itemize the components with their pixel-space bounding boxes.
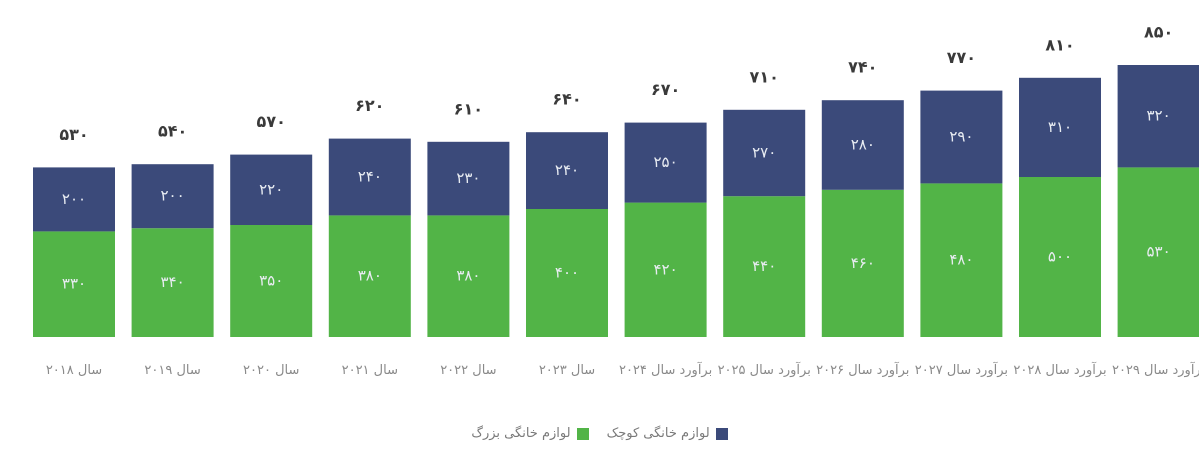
x-label-box: سال ۲۰۲۲ — [440, 363, 497, 378]
x-label-box: برآورد سال ۲۰۲۸ — [1013, 363, 1107, 378]
bar-segment — [526, 132, 608, 209]
segment-label: ۲۵۰ — [654, 153, 678, 171]
bar-segment — [526, 209, 608, 337]
legend-item: لوازم خانگی بزرگ — [471, 426, 589, 441]
total-label: ۵۷۰ — [257, 112, 286, 131]
bar-segment — [1117, 167, 1199, 337]
segment-label: ۵۰۰ — [1048, 248, 1072, 266]
bar-segment — [723, 109, 806, 197]
segment-label: ۳۳۰ — [62, 275, 86, 293]
x-tick-label: سال ۲۰۲۰ — [243, 363, 300, 378]
x-label-box: برآورد سال ۲۰۲۶ — [816, 363, 910, 378]
segment-label: ۲۹۰ — [949, 128, 973, 146]
total-label: ۷۴۰ — [848, 58, 877, 77]
segment-label: ۳۸۰ — [358, 267, 382, 285]
bar-segment — [328, 215, 411, 337]
x-tick-label: سال ۲۰۱۹ — [144, 363, 201, 378]
legend: لوازم خانگی کوچک لوازم خانگی بزرگ — [0, 426, 1199, 441]
segment-label: ۴۰۰ — [555, 264, 579, 282]
legend-label: لوازم خانگی کوچک — [606, 426, 710, 441]
bar-segment — [920, 90, 1003, 184]
bar-segment — [328, 138, 411, 216]
x-tick-label: برآورد سال ۲۰۲۷ — [914, 363, 1009, 378]
bar-segment — [821, 189, 904, 337]
legend-item: لوازم خانگی کوچک — [607, 426, 728, 441]
segment-label: ۴۸۰ — [949, 251, 973, 269]
x-tick-label: برآورد سال ۲۰۲۶ — [816, 363, 910, 378]
segment-label: ۲۲۰ — [259, 180, 283, 198]
total-label: ۷۱۰ — [750, 67, 779, 86]
segment-label: ۳۲۰ — [1147, 107, 1171, 125]
x-tick-label: برآورد سال ۲۰۲۴ — [618, 363, 713, 378]
segment-label: ۲۴۰ — [358, 168, 382, 186]
bar-segment — [1019, 177, 1101, 337]
legend-label: لوازم خانگی بزرگ — [471, 426, 571, 441]
segment-label: ۳۴۰ — [161, 273, 185, 291]
segment-label: ۲۷۰ — [752, 144, 776, 162]
total-label: ۶۲۰ — [355, 96, 384, 115]
total-label: ۷۷۰ — [947, 48, 976, 67]
segment-label: ۴۶۰ — [851, 254, 875, 272]
segment-label: ۳۵۰ — [259, 272, 283, 290]
segment-label: ۵۳۰ — [1147, 243, 1171, 261]
bar-segment — [624, 202, 707, 337]
bar-segment — [821, 100, 904, 190]
total-label: ۶۴۰ — [552, 90, 581, 109]
total-label: ۶۷۰ — [651, 80, 680, 99]
segment-label: ۲۰۰ — [62, 190, 86, 208]
bar-segment — [1019, 77, 1101, 177]
x-label-box: برآورد سال ۲۰۲۴ — [618, 363, 713, 378]
bar-segment — [33, 231, 115, 337]
total-label: ۸۵۰ — [1144, 23, 1173, 42]
bar-segment — [33, 167, 115, 232]
x-tick-label: سال ۲۰۱۸ — [45, 363, 103, 378]
bar-segment — [131, 228, 214, 337]
bar-segment — [230, 225, 313, 337]
x-tick-label: برآورد سال ۲۰۲۸ — [1013, 363, 1107, 378]
x-label-box: سال ۲۰۱۹ — [144, 363, 201, 378]
segment-label: ۳۸۰ — [456, 267, 480, 285]
x-label-box: سال ۲۰۲۱ — [341, 363, 398, 378]
total-label: ۶۱۰ — [454, 99, 483, 118]
x-label-box: برآورد سال ۲۰۲۹ — [1111, 363, 1199, 378]
bar-segment — [1117, 65, 1199, 168]
x-label-box: سال ۲۰۱۸ — [45, 363, 103, 378]
x-label-box: سال ۲۰۲۰ — [243, 363, 300, 378]
bar-segment — [624, 122, 707, 203]
bar-segment — [131, 164, 214, 229]
segment-label: ۳۱۰ — [1048, 118, 1072, 136]
total-label: ۵۴۰ — [158, 122, 187, 141]
total-label: ۵۳۰ — [59, 125, 88, 144]
x-tick-label: سال ۲۰۲۲ — [440, 363, 497, 378]
bar-segment — [723, 196, 806, 337]
x-label-box: برآورد سال ۲۰۲۷ — [914, 363, 1009, 378]
bar-segment — [230, 154, 313, 225]
x-tick-label: برآورد سال ۲۰۲۹ — [1111, 363, 1199, 378]
x-tick-label: سال ۲۰۲۱ — [341, 363, 398, 378]
segment-label: ۴۴۰ — [752, 257, 776, 275]
bar-segment — [920, 183, 1003, 337]
x-label-box: سال ۲۰۲۳ — [538, 363, 596, 378]
x-tick-label: برآورد سال ۲۰۲۵ — [717, 363, 811, 378]
bar-segment — [427, 141, 510, 216]
x-label-box: برآورد سال ۲۰۲۵ — [717, 363, 811, 378]
segment-label: ۲۰۰ — [161, 187, 185, 205]
total-label: ۸۱۰ — [1045, 35, 1074, 54]
x-tick-label: سال ۲۰۲۳ — [538, 363, 596, 378]
bar-segment — [427, 215, 510, 337]
segment-label: ۲۴۰ — [555, 161, 579, 179]
legend-swatch — [576, 427, 589, 440]
segment-label: ۲۸۰ — [851, 136, 875, 154]
segment-label: ۴۲۰ — [654, 260, 678, 278]
legend-swatch — [715, 427, 728, 440]
segment-label: ۲۳۰ — [456, 169, 480, 187]
